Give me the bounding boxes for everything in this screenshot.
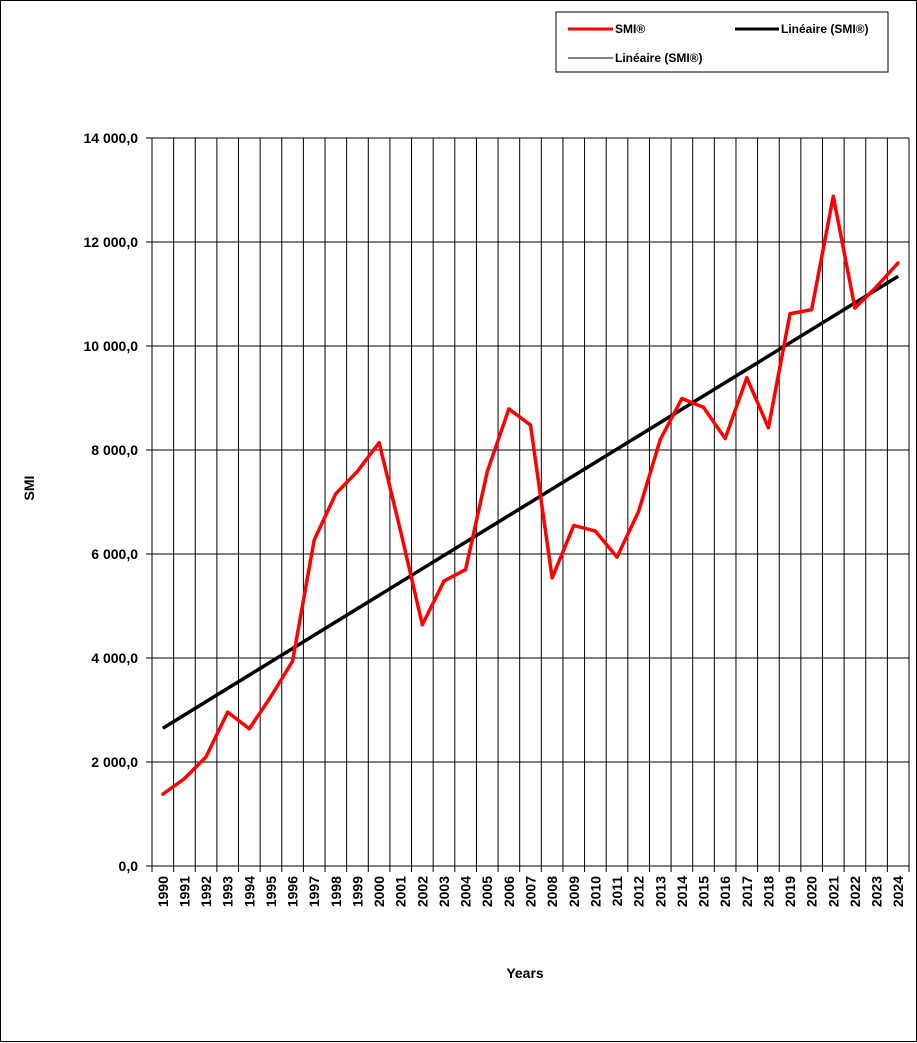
data-point-smi — [464, 568, 468, 572]
x-tick-labels: 1990 1991 1992 1993 1994 1995 1996 1997 1998 1999… — [155, 876, 906, 907]
x-tick-label: 2023 — [869, 876, 885, 907]
y-tick-labels: 0,0 2 000,0 4 000,0 6 000,0 8 000,0 10 000,0 1… — [84, 130, 139, 874]
data-point-smi — [680, 396, 684, 401]
y-tick-label: 0,0 — [119, 858, 139, 874]
x-tick-label: 2004 — [458, 876, 474, 907]
data-point-smi — [528, 423, 533, 427]
data-point-smi — [810, 308, 814, 312]
data-point-smi — [442, 579, 446, 583]
x-tick-label: 1996 — [285, 876, 301, 907]
y-tick-label: 10 000,0 — [84, 338, 139, 354]
x-tick-label: 2005 — [479, 876, 495, 907]
y-tick-label: 4 000,0 — [91, 650, 138, 666]
data-point-smi — [831, 194, 835, 198]
data-point-smi — [637, 509, 641, 513]
data-point-smi — [204, 755, 208, 759]
data-point-smi — [593, 529, 597, 533]
x-tick-label: 2024 — [890, 876, 906, 907]
x-tick-label: 1999 — [349, 876, 365, 907]
x-tick-label: 2022 — [847, 876, 863, 907]
x-tick-label: 1997 — [306, 876, 322, 907]
data-point-smi — [269, 694, 273, 699]
data-point-smi — [658, 438, 662, 442]
data-point-smi — [507, 407, 511, 411]
data-point-smi — [377, 441, 381, 445]
x-axis-title: Years — [506, 965, 544, 981]
x-tick-label: 2012 — [631, 876, 647, 907]
data-point-smi — [247, 727, 251, 731]
data-point-smi — [312, 538, 316, 542]
x-tick-label: 1994 — [241, 876, 257, 907]
x-tick-label: 2002 — [414, 876, 430, 907]
x-tick-label: 2014 — [674, 876, 690, 907]
data-point-smi — [572, 523, 576, 528]
data-point-smi — [420, 623, 424, 627]
data-point-smi — [874, 285, 879, 289]
x-tick-label: 1993 — [220, 876, 236, 907]
y-axis-title: SMI — [21, 476, 37, 501]
x-tick-label: 2016 — [717, 876, 733, 907]
x-tick-label: 2008 — [544, 876, 560, 907]
data-point-smi — [290, 659, 295, 663]
data-point-smi — [399, 530, 403, 534]
x-tick-label: 2021 — [825, 876, 841, 907]
data-point-smi — [161, 792, 165, 796]
data-point-smi — [550, 576, 554, 580]
x-tick-label: 2013 — [652, 876, 668, 907]
x-tick-label: 2000 — [371, 876, 387, 907]
data-point-smi — [701, 405, 706, 409]
y-tick-label: 14 000,0 — [84, 130, 139, 146]
data-point-smi — [615, 555, 619, 559]
data-point-smi — [226, 710, 230, 714]
x-tick-label: 2009 — [566, 876, 582, 907]
x-tick-label: 2017 — [739, 876, 755, 907]
y-tick-label: 8 000,0 — [91, 442, 138, 458]
x-tick-label: 2007 — [523, 876, 539, 907]
x-tick-label: 2015 — [696, 876, 712, 907]
data-point-smi — [485, 470, 489, 474]
data-point-smi — [896, 261, 900, 265]
data-point-smi — [766, 426, 771, 430]
x-tick-label: 2010 — [587, 876, 603, 907]
data-point-smi — [182, 777, 187, 781]
y-tick-label: 12 000,0 — [84, 234, 139, 250]
x-tick-label: 2019 — [782, 876, 798, 907]
x-tick-label: 2020 — [804, 876, 820, 907]
x-tick-label: 1990 — [155, 876, 171, 907]
data-point-smi — [334, 492, 338, 496]
x-tick-label: 2006 — [501, 876, 517, 907]
series-line-smi — [161, 194, 900, 796]
data-point-smi — [853, 306, 857, 310]
axes — [146, 137, 910, 872]
legend-label-trend-thick: Linéaire (SMI®) — [781, 22, 869, 36]
data-point-smi — [723, 436, 727, 441]
x-tick-label: 2011 — [609, 876, 625, 907]
data-point-smi — [745, 376, 749, 380]
y-tick-label: 2 000,0 — [91, 754, 138, 770]
x-tick-label: 1991 — [176, 876, 192, 907]
legend-box — [555, 11, 889, 73]
trendline-linear-smi — [161, 274, 900, 730]
y-tick-label: 6 000,0 — [91, 546, 138, 562]
x-tick-label: 1995 — [263, 876, 279, 907]
x-tick-label: 2001 — [393, 876, 409, 907]
data-point-smi — [355, 469, 360, 473]
x-tick-label: 2018 — [760, 876, 776, 907]
x-tick-label: 1992 — [198, 876, 214, 907]
legend: SMI® Linéaire (SMI®) Linéaire (SMI®) — [555, 11, 889, 73]
legend-label-trend-thin: Linéaire (SMI®) — [615, 51, 703, 65]
series-lines — [161, 194, 900, 796]
legend-label-smi: SMI® — [615, 22, 645, 36]
x-tick-label: 1998 — [328, 876, 344, 907]
x-tick-label: 2003 — [436, 876, 452, 907]
data-point-smi — [788, 312, 792, 316]
